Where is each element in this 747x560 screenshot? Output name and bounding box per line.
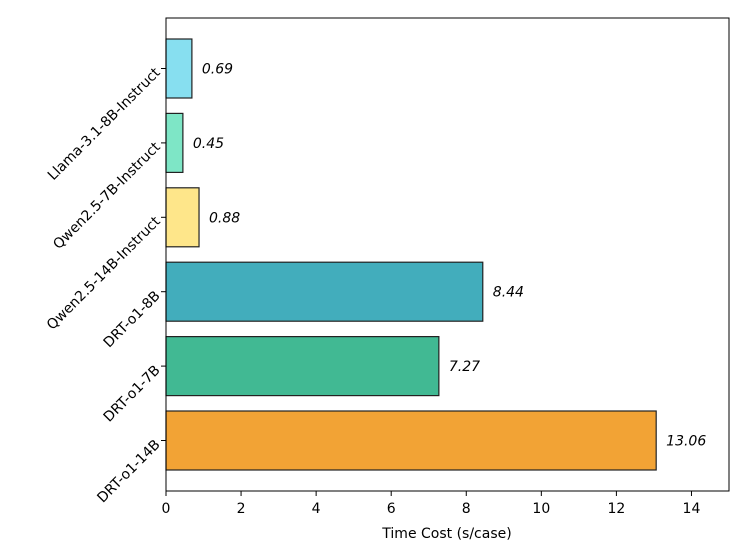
category-label-3: DRT-o1-8B — [101, 288, 164, 351]
value-labels-group: 0.69 0.45 0.88 8.44 7.27 13.06 — [193, 62, 706, 450]
x-tick-label-2: 4 — [312, 501, 321, 517]
x-axis-title: Time Cost (s/case) — [381, 526, 511, 542]
bar-1 — [165, 112, 184, 174]
x-tick-label-4: 8 — [462, 501, 471, 517]
value-label-3: 8.44 — [493, 285, 524, 301]
x-tick-label-3: 6 — [387, 501, 396, 517]
category-labels-group: Llama-3.1-8B-InstructQwen2.5-7B-Instruct… — [44, 64, 166, 506]
value-label-2: 0.88 — [209, 210, 240, 226]
x-tick-label-1: 2 — [237, 501, 246, 517]
x-tick-label-5: 10 — [532, 501, 550, 517]
bars-group — [165, 38, 657, 471]
value-label-0: 0.69 — [202, 62, 233, 78]
x-axis: 0 2 4 6 8 10 12 14 — [162, 491, 701, 517]
category-label-5: DRT-o1-14B — [94, 437, 163, 506]
bar-3 — [165, 261, 484, 322]
bar-4 — [165, 336, 440, 397]
value-label-5: 13.06 — [666, 434, 706, 450]
bar-0 — [165, 38, 193, 99]
x-tick-label-0: 0 — [162, 501, 171, 517]
category-label-4: DRT-o1-7B — [101, 362, 164, 425]
x-tick-label-7: 14 — [683, 501, 701, 517]
value-label-4: 7.27 — [449, 359, 480, 375]
x-tick-label-6: 12 — [607, 501, 625, 517]
bar-2 — [165, 187, 200, 248]
plot-frame — [165, 17, 730, 492]
value-label-1: 0.45 — [193, 136, 224, 152]
bar-5 — [165, 410, 657, 471]
